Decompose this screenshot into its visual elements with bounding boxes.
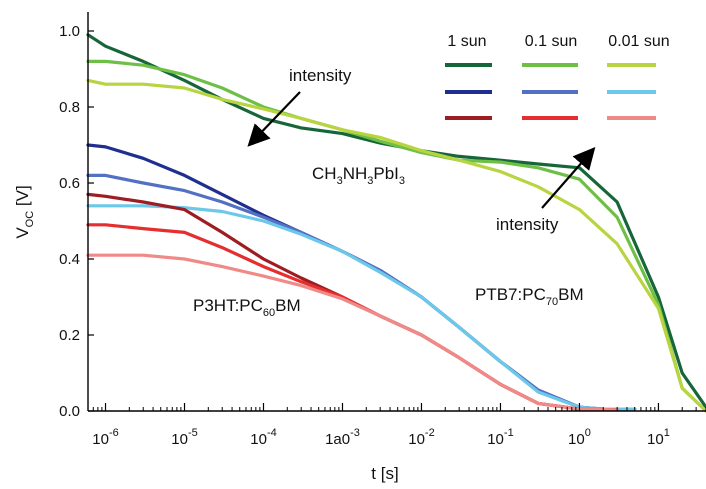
x-tick-label-1: 10-5: [171, 427, 197, 448]
ticks-layer: 0.0 0.2 0.4 0.6 0.8 1.0 10-6 10-5 10-4 1a0-3 10-2 1…: [59, 23, 706, 448]
y-tick-label-4: 0.8: [59, 99, 80, 116]
series-line-4: [86, 143, 637, 411]
y-axis-title-unit: [V]: [13, 185, 32, 211]
x-tick-label-3: 1a0-3: [325, 427, 360, 448]
intensity-arrow-top: [247, 91, 301, 147]
x-tick-label-6: 100: [568, 427, 591, 448]
label-p3ht: P3HT:PC60BM: [193, 296, 301, 319]
label-ptb7: PTB7:PC70BM: [475, 285, 584, 308]
series-line-2: [86, 59, 706, 413]
label-ch3nh3pbi3: CH3NH3PbI3: [312, 164, 405, 187]
series-line-8: [86, 223, 619, 412]
y-tick-label-3: 0.6: [59, 175, 80, 192]
series-line-5: [86, 173, 637, 411]
y-tick-label-2: 0.4: [59, 251, 80, 268]
legend-swatches: [445, 63, 656, 120]
x-tick-label-7: 101: [647, 427, 670, 448]
x-tick-label-0: 10-6: [92, 427, 118, 448]
series-line-9: [86, 253, 619, 412]
y-axis-title: VOC [V]: [13, 185, 36, 238]
x-tick-label-4: 10-2: [408, 427, 434, 448]
y-tick-label-5: 1.0: [59, 23, 80, 40]
legend: 1 sun 0.1 sun 0.01 sun: [445, 33, 670, 120]
x-tick-label-2: 10-4: [250, 427, 276, 448]
x-tick-label-5: 10-1: [487, 427, 513, 448]
legend-header-1sun: 1 sun: [447, 33, 486, 50]
y-axis-title-main: V: [13, 227, 32, 239]
annotation-intensity-top: intensity: [289, 66, 352, 85]
series-line-3: [86, 78, 706, 413]
y-tick-label-1: 0.2: [59, 327, 80, 344]
series-layer: [86, 33, 706, 413]
legend-header-01sun: 0.1 sun: [525, 33, 577, 50]
intensity-arrow-bottom: [541, 147, 596, 209]
x-axis-title: t [s]: [371, 464, 398, 483]
y-axis-title-sub: OC: [24, 211, 36, 228]
legend-header-001sun: 0.01 sun: [608, 33, 669, 50]
y-tick-label-0: 0.0: [59, 403, 80, 420]
annotation-intensity-bottom: intensity: [496, 215, 559, 234]
